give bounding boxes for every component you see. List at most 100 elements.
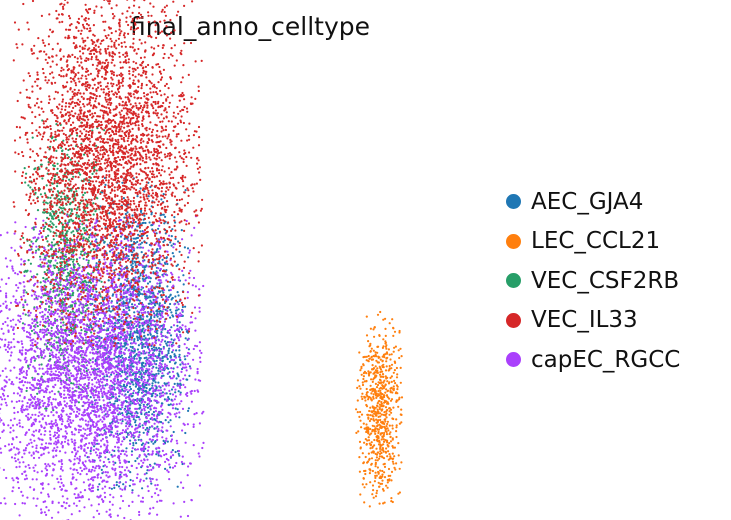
scatter-point [162,213,165,216]
scatter-point [48,442,51,445]
scatter-point [9,369,12,372]
scatter-point [58,247,61,250]
scatter-point [22,281,25,284]
scatter-point [116,407,119,410]
scatter-point [66,153,69,156]
scatter-point [166,416,169,419]
scatter-point [79,277,82,280]
scatter-point [2,468,5,471]
scatter-point [18,377,21,380]
scatter-point [31,376,34,379]
scatter-point [155,359,158,362]
scatter-point [170,326,173,329]
scatter-point [60,409,64,412]
scatter-point [12,338,15,341]
scatter-point [10,246,13,249]
scatter-point [121,181,124,184]
scatter-point [149,277,152,280]
scatter-point [90,286,93,289]
scatter-point [141,222,144,225]
scatter-point [167,384,170,387]
scatter-point [145,416,148,419]
scatter-point [27,364,30,367]
scatter-point [95,169,98,172]
scatter-point [181,324,184,327]
scatter-point [44,467,47,470]
scatter-point [110,373,113,376]
scatter-point [69,278,72,282]
scatter-point [5,282,8,285]
scatter-point [85,354,88,357]
scatter-point [22,370,25,373]
scatter-point [26,381,29,384]
scatter-point [18,425,22,428]
scatter-point [171,393,175,396]
scatter-point [77,493,80,496]
scatter-point [58,290,61,293]
scatter-point [48,391,51,394]
scatter-point [67,339,71,343]
scatter-point [178,326,181,329]
scatter-point [143,214,146,217]
scatter-point [67,415,70,418]
scatter-point [175,264,178,268]
scatter-point [25,291,28,294]
scatter-point [21,472,24,475]
scatter-point [115,415,118,418]
scatter-point [37,414,40,418]
scatter-point [47,234,50,237]
scatter-point [48,359,51,362]
scatter-point [54,300,57,303]
scatter-point [25,172,28,175]
scatter-point [8,308,11,311]
scatter-point [23,167,26,170]
scatter-point [4,502,7,505]
scatter-point [123,394,126,397]
scatter-point [70,218,73,221]
scatter-point [36,297,39,301]
scatter-point [51,377,54,380]
scatter-point [120,495,123,498]
scatter-point [96,370,100,373]
scatter-point [44,317,47,320]
scatter-point [35,317,38,320]
scatter-point [145,274,148,277]
scatter-point [68,389,71,392]
scatter-point [169,377,172,380]
scatter-point [91,320,94,323]
scatter-point [163,239,166,242]
scatter-point [56,167,59,170]
scatter-point [15,400,18,403]
scatter-point [106,327,109,330]
scatter-point [31,478,34,481]
scatter-point [49,358,52,361]
scatter-point [136,412,139,415]
scatter-point [144,221,147,225]
scatter-point [148,349,151,353]
scatter-point [126,330,129,333]
scatter-point [76,471,79,474]
scatter-point [25,477,28,480]
scatter-point [155,478,158,481]
scatter-point [123,408,126,411]
scatter-point [25,405,28,408]
scatter-point [83,280,86,283]
scatter-point [72,410,75,413]
scatter-point [97,448,100,451]
scatter-point [64,253,67,256]
scatter-point [166,336,169,339]
scatter-point [133,338,136,341]
scatter-point [128,425,131,428]
scatter-point [134,431,137,434]
scatter-point [108,451,111,454]
scatter-point [136,457,139,460]
scatter-point [70,421,73,424]
scatter-point [109,322,112,325]
scatter-point [65,230,69,233]
scatter-point [127,504,131,507]
scatter-point [157,347,161,350]
scatter-point [54,419,57,422]
scatter-point [49,288,52,291]
scatter-point [147,368,150,371]
scatter-point [72,175,75,178]
